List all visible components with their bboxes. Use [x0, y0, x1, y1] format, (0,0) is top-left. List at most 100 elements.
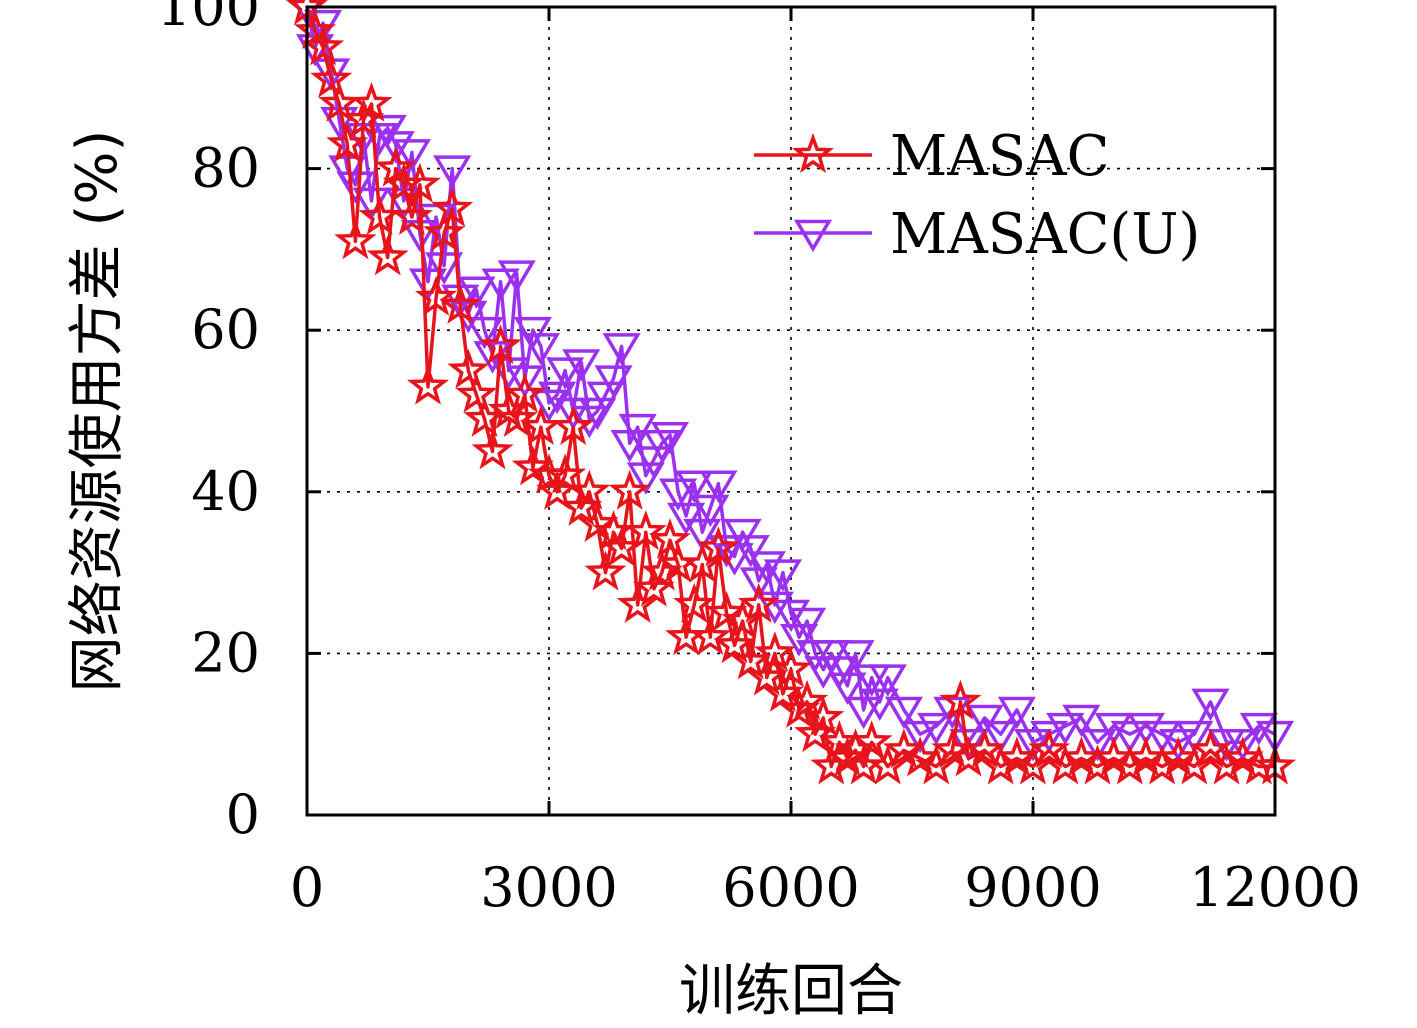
data-point-masac-u: [1030, 720, 1069, 754]
legend-label: MASAC(U): [890, 202, 1200, 267]
data-point-masac-u: [1159, 729, 1198, 762]
data-point-masac: [479, 324, 522, 365]
data-point-masac: [1124, 736, 1167, 777]
data-point-masac: [1076, 744, 1119, 785]
data-point-masac: [979, 744, 1022, 785]
data-point-masac: [818, 720, 861, 761]
data-point-masac-u: [901, 720, 940, 754]
y-tick-label: 20: [191, 621, 260, 684]
data-point-masac-u: [360, 123, 399, 156]
data-point-masac: [1205, 744, 1248, 785]
data-point-masac-u: [747, 551, 786, 584]
data-point-masac-u: [691, 494, 730, 528]
legend-marker: [791, 132, 835, 173]
data-point-masac-u: [433, 155, 472, 188]
data-point-masac: [374, 146, 417, 187]
data-point-masac: [334, 219, 377, 260]
y-tick-label: 40: [191, 460, 260, 523]
data-point-masac: [415, 275, 458, 316]
data-point-masac-u: [965, 704, 1004, 738]
data-point-masac-u: [481, 268, 520, 301]
data-point-masac: [1060, 736, 1103, 777]
data-point-masac-u: [1126, 712, 1165, 746]
data-point-masac-u: [868, 664, 907, 697]
data-point-masac: [882, 728, 925, 769]
data-point-masac: [786, 679, 829, 720]
data-point-masac-u: [336, 171, 375, 204]
data-point-masac: [761, 671, 804, 712]
y-tick-label: 60: [191, 298, 260, 361]
data-point-masac: [947, 736, 990, 777]
data-point-masac-u: [562, 349, 601, 382]
data-point-masac: [390, 194, 433, 235]
data-point-masac: [697, 526, 740, 567]
data-point-masac-u: [1175, 720, 1214, 754]
data-point-masac: [640, 550, 683, 591]
data-point-masac-u: [538, 381, 577, 414]
data-point-masac-u: [659, 478, 698, 511]
data-point-masac-u: [1078, 729, 1117, 762]
data-point-masac: [810, 744, 853, 785]
data-point-masac: [673, 582, 716, 623]
data-point-masac: [931, 728, 974, 769]
data-point-masac: [471, 429, 514, 470]
data-point-masac-u: [392, 139, 431, 172]
data-point-masac-u: [812, 640, 851, 673]
data-point-masac: [1028, 728, 1071, 769]
data-point-masac-u: [618, 413, 657, 447]
data-point-masac-u: [457, 276, 496, 309]
y-axis-label: 网络资源使用方差 (%): [65, 130, 130, 693]
data-point-masac-u: [1191, 688, 1230, 722]
data-point-masac-u: [1062, 704, 1101, 738]
data-point-masac: [713, 623, 756, 664]
series-masac: [285, 0, 1297, 785]
data-point-masac-u: [820, 656, 859, 689]
series-line-masac: [305, 6, 1275, 769]
x-tick-label: 3000: [480, 856, 617, 919]
data-point-masac: [995, 736, 1038, 777]
data-point-masac-u: [997, 696, 1036, 730]
axis-ticks: [305, 5, 1277, 817]
data-point-masac: [1141, 744, 1184, 785]
data-point-masac-u: [650, 421, 690, 455]
data-point-masac: [406, 364, 450, 405]
data-point-masac: [350, 81, 393, 122]
y-tick-label: 0: [226, 783, 260, 846]
data-point-masac: [769, 647, 813, 688]
data-point-masac: [576, 501, 619, 543]
data-point-masac-u: [763, 559, 802, 592]
data-point-masac: [439, 283, 482, 324]
data-point-masac-u: [828, 672, 867, 705]
tick-labels: 0 3000 6000 9000 12000 0 20 40 60 80 100: [157, 0, 1361, 919]
data-point-masac-u: [675, 470, 714, 503]
data-point-masac: [600, 526, 643, 567]
data-point-masac-u: [521, 333, 560, 366]
data-point-masac-u: [642, 430, 681, 463]
data-point-masac-u: [602, 333, 641, 366]
data-point-masac: [519, 405, 562, 446]
data-point-masac-u: [731, 535, 770, 568]
data-point-masac: [398, 162, 441, 203]
data-point-masac-u: [368, 114, 407, 148]
data-point-masac-u: [836, 640, 875, 673]
data-point-masac: [326, 122, 369, 163]
data-point-masac: [834, 728, 877, 769]
data-point-masac-u: [981, 720, 1020, 754]
data-point-masac-u: [917, 712, 956, 746]
data-point-masac: [294, 9, 337, 50]
x-tick-label: 12000: [1189, 856, 1361, 919]
data-point-masac-u: [667, 502, 706, 536]
data-point-masac-u: [1223, 729, 1262, 762]
data-point-masac: [511, 445, 554, 486]
y-tick-label: 80: [191, 137, 260, 200]
data-point-masac: [745, 655, 788, 696]
data-point-masac: [778, 687, 821, 728]
data-point-masac-u: [497, 260, 536, 293]
data-point-masac: [366, 235, 409, 276]
data-point-masac: [826, 736, 869, 777]
data-point-masac: [455, 372, 498, 413]
data-point-masac: [431, 186, 474, 227]
data-point-masac: [648, 518, 692, 559]
data-point-masac: [624, 510, 667, 551]
